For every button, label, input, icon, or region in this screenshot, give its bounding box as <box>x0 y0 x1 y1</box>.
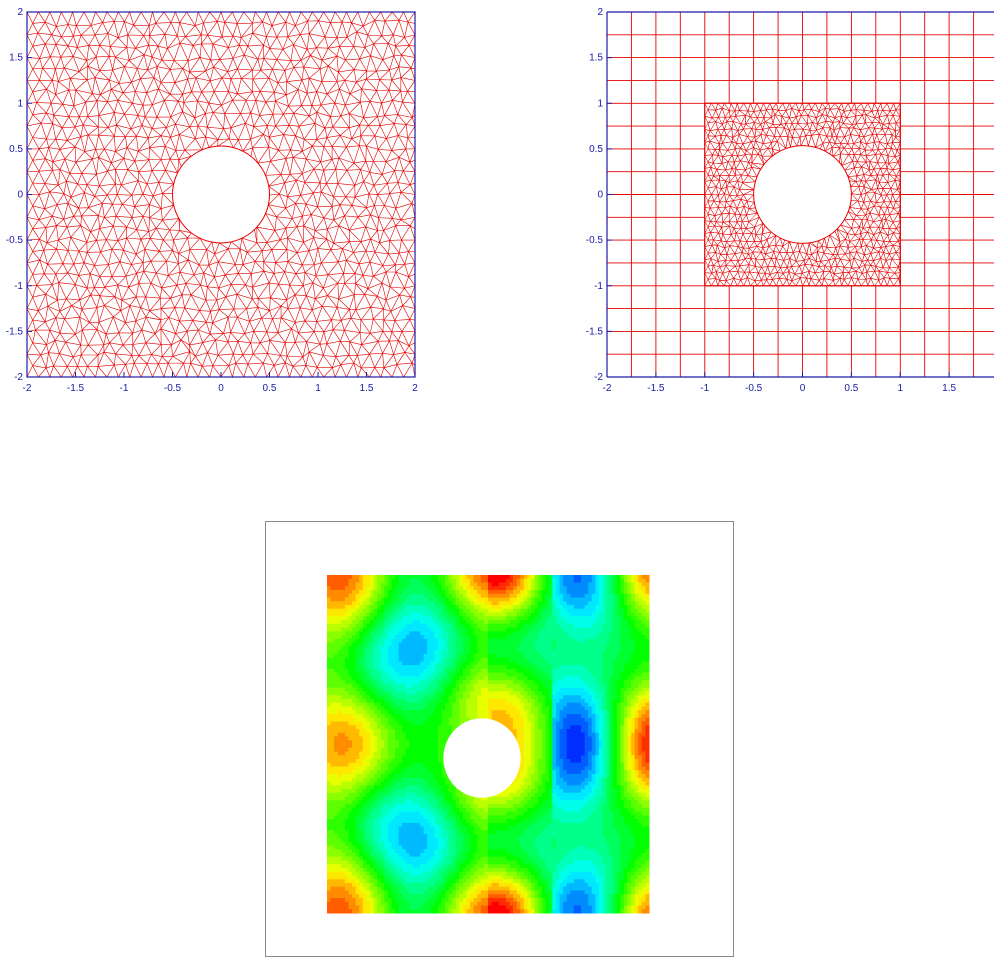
mesh-plot-right-svg: -2 -1.5 -1 -0.5 0 0.5 1 1.5 2 1.5 1 0.5 0 -0.5 -1 -1.5 -… <box>580 0 994 400</box>
x-tick-label: 0 <box>800 383 806 394</box>
contour-plot-svg <box>266 522 735 958</box>
y-tick-label: 0 <box>17 190 23 201</box>
field-hole <box>443 718 520 797</box>
x-tick-label: 2 <box>412 383 418 394</box>
x-tick-label: 1 <box>315 383 321 394</box>
x-tick-label: -2 <box>23 383 32 394</box>
y-tick-label: 2 <box>597 7 603 18</box>
y-tick-label: -1 <box>594 281 603 292</box>
y-tick-label: -1 <box>14 281 23 292</box>
contour-plot <box>265 521 734 957</box>
x-tick-label: -1 <box>700 383 709 394</box>
y-tick-label: 2 <box>17 7 23 18</box>
x-tick-label: -1 <box>120 383 129 394</box>
y-tick-label: -2 <box>14 372 23 383</box>
x-tick-label: 0.5 <box>844 383 858 394</box>
y-tick-label: 1.5 <box>589 53 603 64</box>
x-tick-label: -2 <box>603 383 612 394</box>
grid-group <box>607 12 994 377</box>
y-tick-label: 0.5 <box>9 144 23 155</box>
mesh-plot-left-svg: -2 -1.5 -1 -0.5 0 0.5 1 1.5 2 2 1.5 1 0.5 0 -0.5 -1 -1.5… <box>0 0 430 400</box>
y-tick-label: -2 <box>594 372 603 383</box>
y-tick-label: 1 <box>597 98 603 109</box>
mesh-hole <box>754 146 852 244</box>
y-tick-label: -0.5 <box>586 235 604 246</box>
x-tick-label: -0.5 <box>745 383 763 394</box>
y-tick-label: 0.5 <box>589 144 603 155</box>
x-tick-label: -1.5 <box>67 383 85 394</box>
y-tick-label: -1.5 <box>586 326 604 337</box>
x-tick-label: 0 <box>218 383 224 394</box>
y-tick-label: 0 <box>597 190 603 201</box>
y-tick-label: -1.5 <box>6 326 24 337</box>
mesh-group <box>27 12 415 377</box>
mesh-plot-unstructured: -2 -1.5 -1 -0.5 0 0.5 1 1.5 2 2 1.5 1 0.5 0 -0.5 -1 -1.5… <box>0 0 430 400</box>
y-tick-label: 1.5 <box>9 53 23 64</box>
y-tick-label: -0.5 <box>6 235 24 246</box>
x-tick-label: 1.5 <box>360 383 374 394</box>
y-tick-label: 1 <box>17 98 23 109</box>
x-tick-label: 0.5 <box>263 383 277 394</box>
mesh-plot-refined: -2 -1.5 -1 -0.5 0 0.5 1 1.5 2 1.5 1 0.5 0 -0.5 -1 -1.5 -… <box>580 0 994 400</box>
mesh-hole <box>173 146 270 243</box>
x-tick-label: -1.5 <box>647 383 665 394</box>
x-tick-label: -0.5 <box>164 383 182 394</box>
x-tick-label: 1 <box>897 383 903 394</box>
x-tick-label: 1.5 <box>942 383 956 394</box>
